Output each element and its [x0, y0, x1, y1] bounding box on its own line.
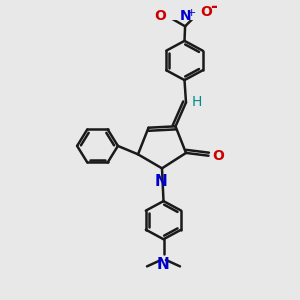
Text: O: O: [154, 9, 166, 23]
Text: N: N: [155, 175, 168, 190]
Text: O: O: [212, 149, 224, 163]
Text: N: N: [157, 257, 170, 272]
Text: N: N: [180, 10, 192, 23]
Text: O: O: [200, 5, 212, 19]
Text: +: +: [187, 8, 196, 19]
Text: H: H: [191, 95, 202, 110]
Text: -: -: [210, 0, 217, 16]
